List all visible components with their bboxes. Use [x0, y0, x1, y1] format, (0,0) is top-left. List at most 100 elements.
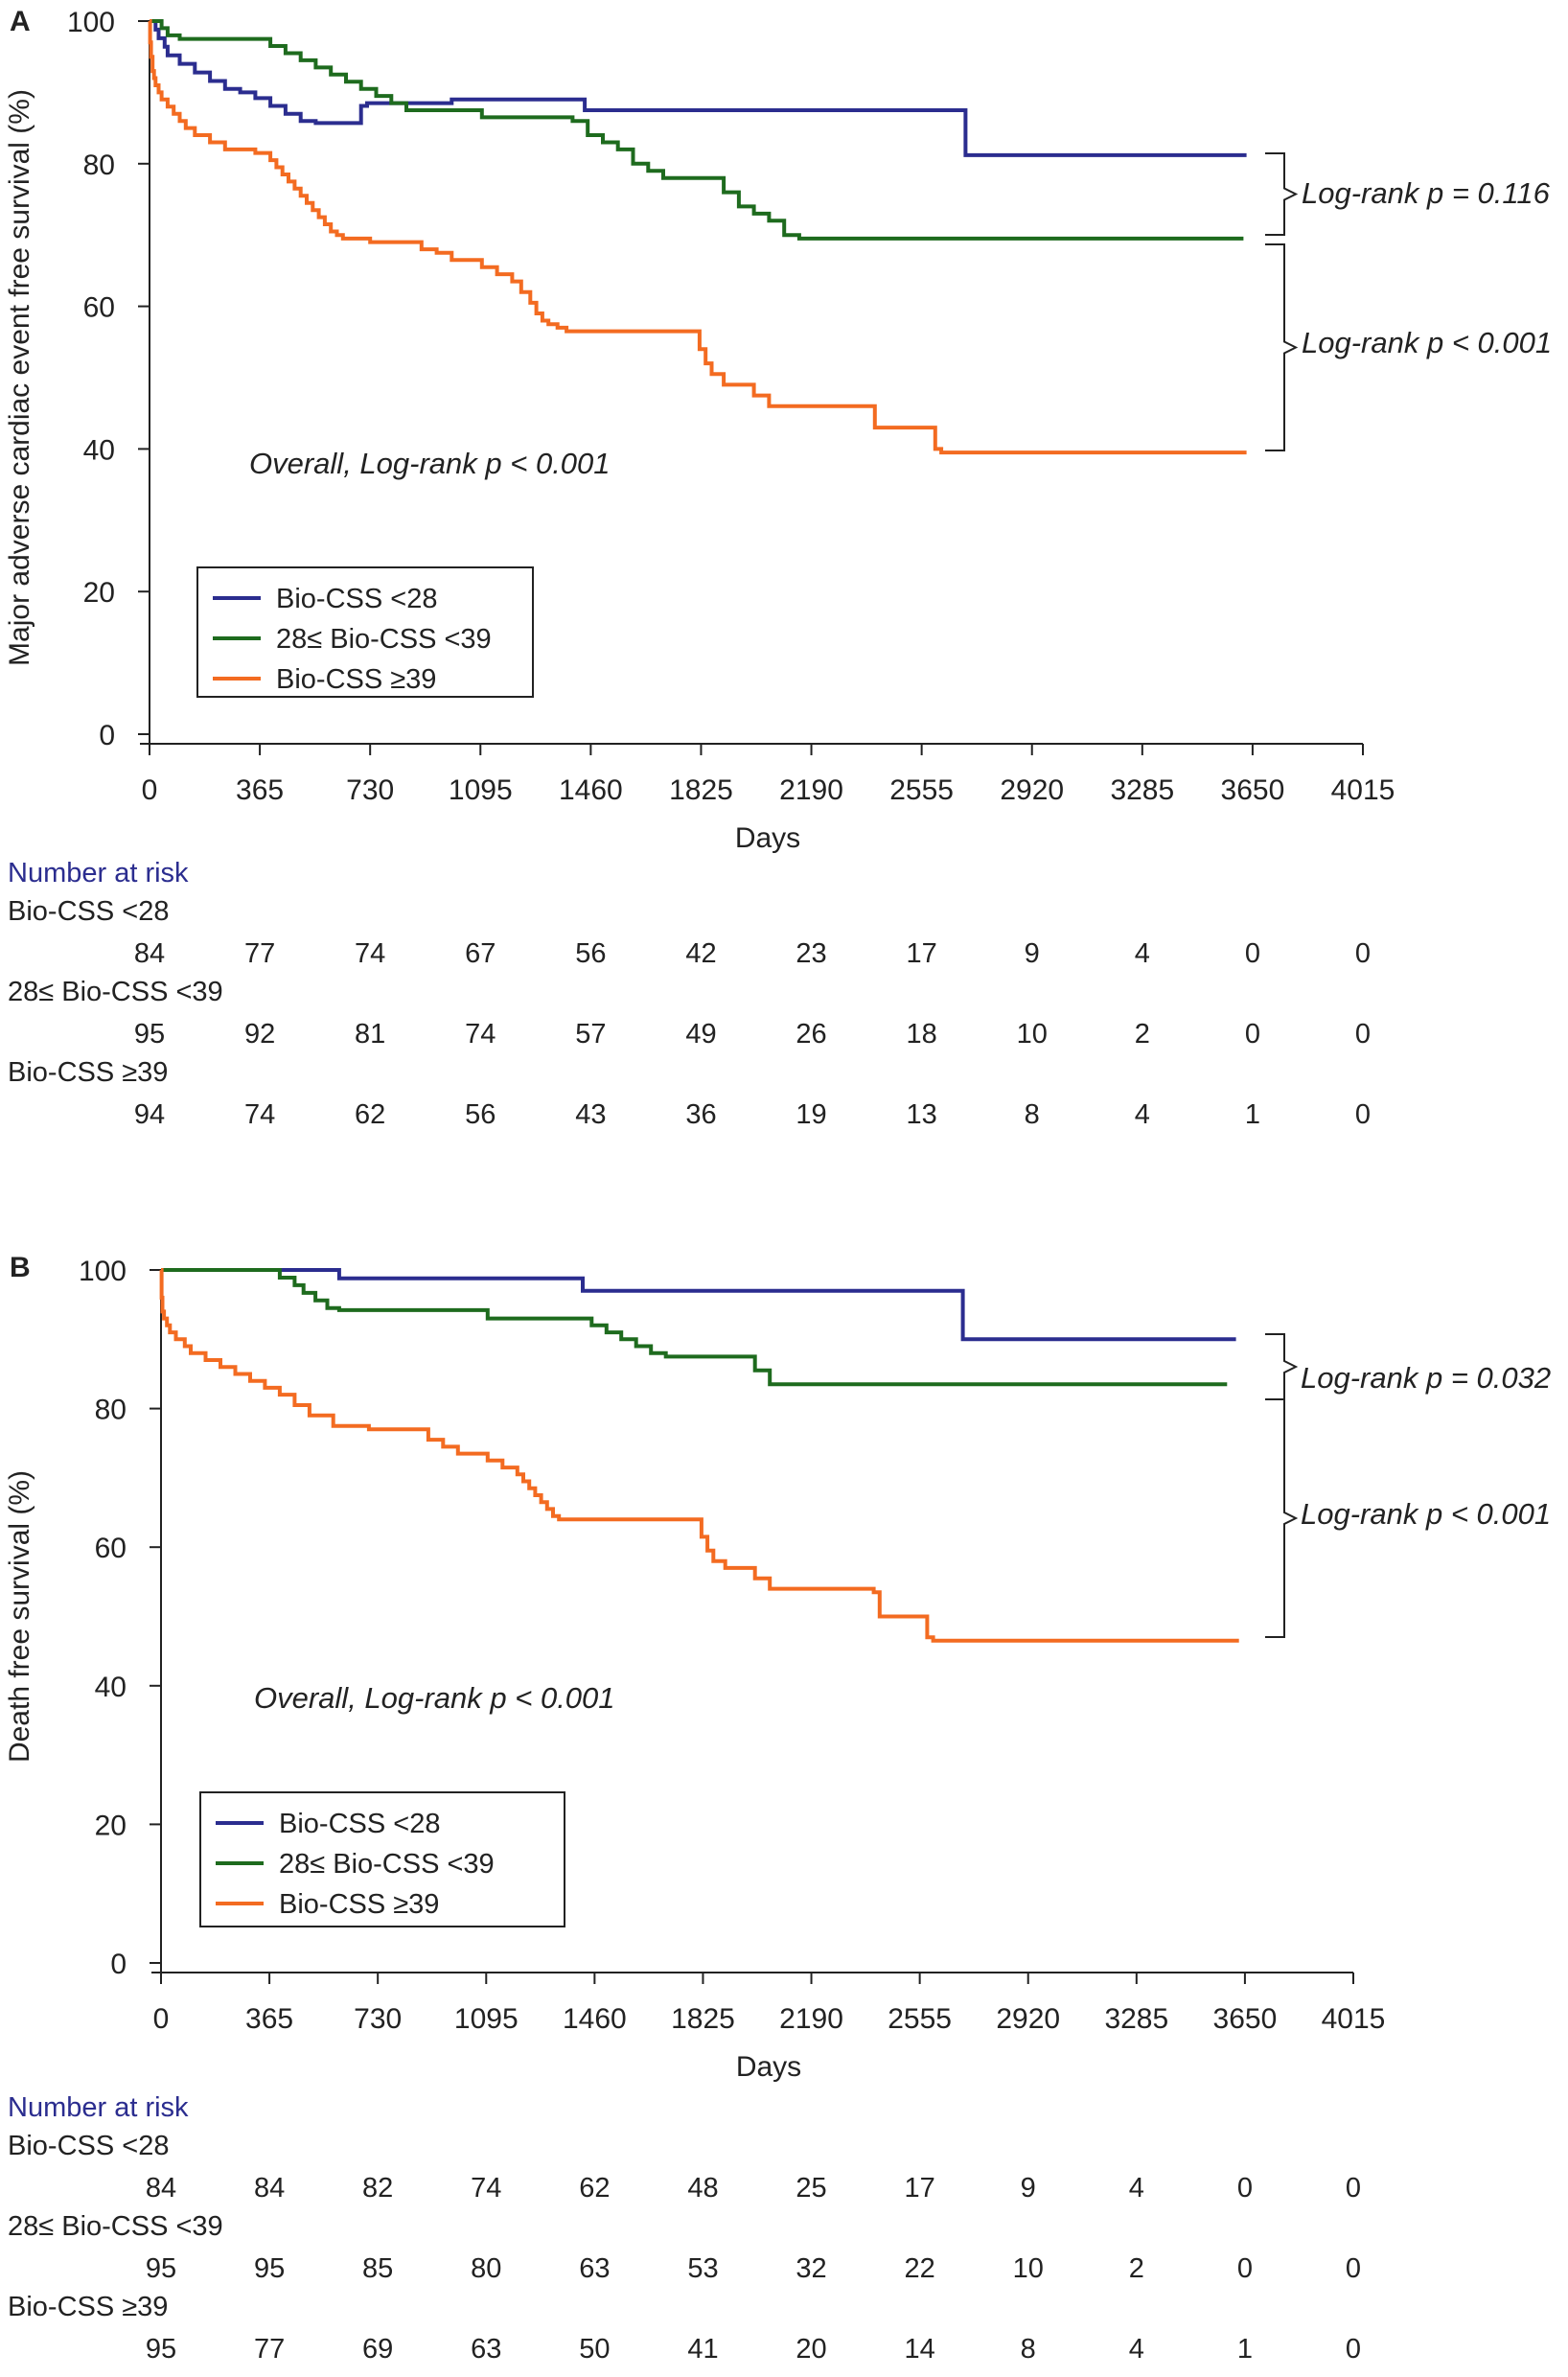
risk-value: 95	[254, 2253, 285, 2284]
legend: Bio-CSS <28 28≤ Bio-CSS <39 Bio-CSS ≥39	[199, 1791, 565, 1927]
legend-label-1: 28≤ Bio-CSS <39	[279, 1849, 495, 1880]
risk-value: 95	[146, 2253, 176, 2284]
risk-value: 84	[134, 938, 165, 969]
x-tick-label: 3650	[1213, 2003, 1278, 2035]
x-tick-label: 3285	[1110, 774, 1174, 806]
y-tick-label: 0	[99, 720, 115, 751]
x-tick-label: 2555	[889, 774, 954, 806]
risk-value: 77	[244, 938, 275, 969]
series-line-0	[150, 19, 1247, 157]
risk-value: 94	[134, 1099, 165, 1130]
bracket-1	[1265, 1398, 1299, 1638]
overall-logrank-annotation: Overall, Log-rank p < 0.001	[254, 1681, 615, 1715]
risk-value: 43	[575, 1099, 606, 1130]
risk-value: 26	[796, 1019, 826, 1050]
risk-row-label: Bio-CSS <28	[8, 2131, 169, 2161]
risk-value: 0	[1237, 2173, 1253, 2204]
risk-value: 41	[687, 2334, 718, 2365]
legend-box	[196, 566, 534, 698]
risk-value: 0	[1237, 2253, 1253, 2284]
pairwise-logrank-annotation: Log-rank p < 0.001	[1301, 1497, 1551, 1531]
risk-value: 77	[254, 2334, 285, 2365]
risk-value: 50	[579, 2334, 610, 2365]
series-line-2	[148, 19, 1247, 455]
pairwise-logrank-annotation: Log-rank p < 0.001	[1302, 326, 1552, 359]
legend-label-0: Bio-CSS <28	[279, 1809, 440, 1839]
series-line-2	[159, 1268, 1239, 1643]
x-tick-label: 2920	[1000, 774, 1064, 806]
x-tick-label: 2190	[779, 774, 843, 806]
x-tick-label: 4015	[1322, 2003, 1386, 2035]
risk-value: 74	[244, 1099, 275, 1130]
x-tick-label: 1095	[449, 774, 513, 806]
x-tick-label: 2555	[888, 2003, 952, 2035]
risk-value: 74	[465, 1019, 496, 1050]
bracket-0	[1265, 1333, 1299, 1400]
x-tick-label: 365	[236, 774, 284, 806]
risk-value: 22	[905, 2253, 935, 2284]
risk-value: 2	[1129, 2253, 1144, 2284]
x-tick-label: 0	[153, 2003, 170, 2035]
y-tick-label: 100	[67, 7, 115, 38]
risk-value: 48	[687, 2173, 718, 2204]
y-tick-label: 20	[83, 577, 115, 609]
risk-table-title: Number at risk	[8, 2092, 189, 2123]
x-tick-label: 4015	[1331, 774, 1395, 806]
x-axis-title: Days	[735, 822, 800, 854]
risk-value: 63	[579, 2253, 610, 2284]
y-tick-label: 80	[83, 150, 115, 181]
risk-row-label: 28≤ Bio-CSS <39	[8, 2211, 223, 2242]
risk-value: 4	[1135, 938, 1150, 969]
legend-label-2: Bio-CSS ≥39	[279, 1889, 439, 1920]
risk-value: 57	[575, 1019, 606, 1050]
risk-value: 62	[355, 1099, 385, 1130]
risk-value: 74	[355, 938, 385, 969]
legend-label-0: Bio-CSS <28	[276, 584, 437, 614]
risk-value: 95	[134, 1019, 165, 1050]
risk-value: 10	[1017, 1019, 1048, 1050]
pairwise-logrank-annotation: Log-rank p = 0.116	[1302, 176, 1551, 210]
y-tick-label: 20	[95, 1810, 127, 1841]
x-tick-label: 2920	[996, 2003, 1060, 2035]
risk-value: 0	[1346, 2253, 1361, 2284]
risk-value: 63	[471, 2334, 501, 2365]
x-tick-label: 1460	[559, 774, 623, 806]
x-tick-label: 2190	[779, 2003, 843, 2035]
risk-value: 0	[1346, 2334, 1361, 2365]
risk-value: 1	[1245, 1099, 1260, 1130]
risk-value: 14	[905, 2334, 935, 2365]
legend: Bio-CSS <28 28≤ Bio-CSS <39 Bio-CSS ≥39	[196, 566, 534, 698]
risk-value: 23	[796, 938, 826, 969]
risk-value: 4	[1129, 2173, 1144, 2204]
x-tick-label: 365	[245, 2003, 293, 2035]
series-line-1	[150, 19, 1244, 241]
risk-value: 9	[1025, 938, 1040, 969]
pairwise-logrank-annotation: Log-rank p = 0.032	[1301, 1361, 1551, 1395]
risk-value: 84	[254, 2173, 285, 2204]
y-axis-title: Death free survival (%)	[4, 1470, 35, 1763]
risk-value: 20	[796, 2334, 826, 2365]
risk-value: 0	[1355, 938, 1371, 969]
risk-value: 82	[362, 2173, 393, 2204]
panel-label: A	[10, 6, 31, 37]
risk-value: 49	[685, 1019, 716, 1050]
risk-value: 2	[1135, 1019, 1150, 1050]
y-tick-label: 60	[83, 292, 115, 324]
risk-row-label: 28≤ Bio-CSS <39	[8, 977, 223, 1007]
x-tick-label: 730	[346, 774, 394, 806]
y-axis-title: Major adverse cardiac event free surviva…	[4, 89, 35, 666]
risk-value: 0	[1355, 1099, 1371, 1130]
x-axis-title: Days	[736, 2051, 801, 2083]
risk-value: 36	[685, 1099, 716, 1130]
risk-value: 4	[1135, 1099, 1150, 1130]
bracket-0	[1265, 152, 1299, 236]
x-tick-label: 0	[142, 774, 158, 806]
y-tick-label: 40	[83, 434, 115, 466]
x-tick-label: 1825	[671, 2003, 735, 2035]
risk-value: 42	[685, 938, 716, 969]
y-tick-label: 0	[110, 1949, 127, 1980]
risk-value: 0	[1346, 2173, 1361, 2204]
